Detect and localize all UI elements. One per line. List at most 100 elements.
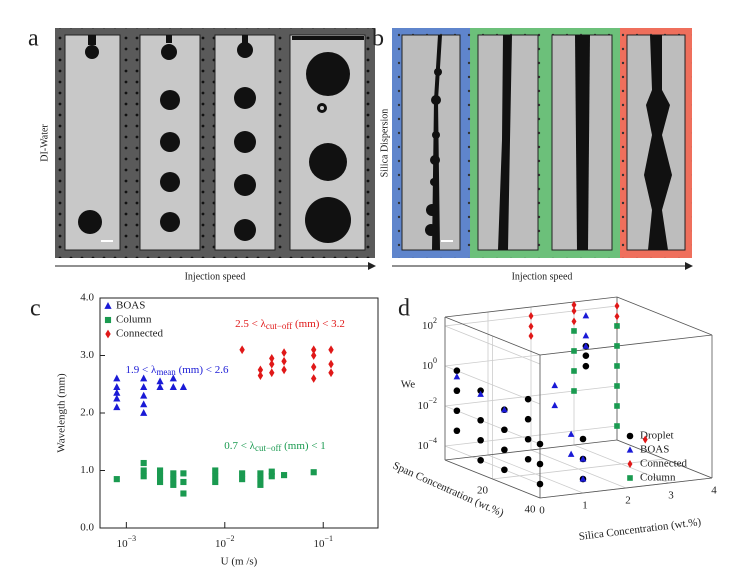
annotation-part: (mm) < 1 (281, 440, 325, 452)
marker (212, 478, 219, 486)
marker (310, 362, 317, 372)
marker (269, 368, 275, 378)
marker (528, 331, 534, 340)
x-tick-label: 2 (625, 495, 631, 507)
marker (582, 352, 590, 360)
marker (281, 356, 287, 366)
marker (140, 473, 147, 480)
tick-exponent: −3 (128, 534, 137, 543)
marker (170, 476, 177, 483)
legend-marker (104, 316, 112, 324)
marker (310, 345, 317, 355)
marker (328, 345, 334, 355)
marker (212, 473, 219, 480)
marker (453, 367, 461, 375)
marker (140, 391, 148, 399)
scale-bar (101, 240, 113, 242)
marker (524, 455, 532, 463)
y-tick-label: 2.0 (80, 407, 94, 419)
x-tick-label: 4 (711, 485, 717, 497)
tick-base: 10 (313, 538, 325, 550)
marker (571, 317, 577, 326)
marker (169, 383, 177, 391)
marker (212, 467, 219, 474)
tick-exponent: 2 (433, 316, 437, 325)
marker (614, 423, 620, 429)
side-label: Silica Dispersion (379, 109, 390, 178)
marker (551, 401, 559, 409)
box-edge (444, 296, 618, 318)
marker (524, 395, 532, 403)
marker (180, 490, 187, 497)
panel-letter: a (28, 26, 39, 52)
tick-base: 10 (117, 538, 129, 550)
marker (477, 416, 484, 424)
marker (156, 383, 164, 391)
grid-line (492, 458, 665, 480)
marker (257, 476, 264, 483)
z-tick-label: 102 (422, 316, 437, 332)
marker (614, 312, 620, 321)
x-tick-label: 1 (582, 500, 588, 512)
streams (425, 35, 672, 250)
marker (156, 478, 164, 486)
marker (453, 427, 461, 435)
y-tick-label: 20 (477, 485, 489, 497)
y-tick-label: 0.0 (80, 522, 94, 534)
x-tick-label: 0 (539, 505, 545, 517)
marker (280, 472, 288, 479)
marker (536, 460, 544, 468)
z-axis-label: We (401, 379, 416, 391)
arrow-label: Injection speed (512, 271, 573, 282)
marker (239, 470, 246, 477)
marker (579, 435, 587, 443)
marker (257, 365, 264, 375)
legend-label: Connected (640, 458, 688, 470)
tick-exponent: −2 (428, 396, 437, 405)
tick-exponent: −1 (324, 534, 333, 543)
marker (614, 301, 620, 310)
marker (571, 328, 577, 334)
box-edge (539, 334, 713, 356)
z-tick-label: 10−2 (417, 396, 437, 412)
marker (536, 480, 544, 488)
marker (281, 348, 287, 357)
marker (180, 470, 187, 477)
marker (113, 374, 121, 382)
marker (551, 381, 559, 389)
y-tick-label: 3.0 (80, 349, 94, 361)
marker (582, 332, 590, 339)
tick-base: 10 (422, 319, 434, 331)
x-axis-label: U (m /s) (221, 556, 258, 568)
marker (140, 409, 148, 416)
marker (614, 323, 620, 329)
marker (524, 435, 532, 443)
box-edge (616, 439, 713, 479)
marker (571, 388, 577, 394)
panel-letter: b (372, 26, 384, 52)
marker (501, 426, 508, 434)
marker (281, 365, 287, 375)
marker (239, 476, 246, 483)
box-edge (616, 296, 713, 336)
tick-base: 10 (215, 538, 227, 550)
marker (477, 436, 484, 444)
droplets (78, 35, 364, 243)
marker (268, 473, 275, 480)
annotation: 2.5 < λcut−off (mm) < 3.2 (235, 318, 345, 332)
legend-marker (627, 460, 633, 468)
box-edge (444, 316, 541, 356)
marker (453, 387, 461, 395)
legend-label: Droplet (640, 430, 674, 442)
tick-base: 10 (417, 440, 429, 452)
tick-base: 10 (422, 360, 434, 372)
marker (156, 377, 164, 385)
marker (571, 306, 577, 315)
marker (524, 415, 532, 423)
x-tick-label: 10−1 (313, 534, 333, 550)
marker (453, 407, 461, 415)
marker (156, 467, 164, 474)
annotation-part: (mm) < 2.6 (176, 364, 229, 376)
marker (453, 373, 461, 380)
